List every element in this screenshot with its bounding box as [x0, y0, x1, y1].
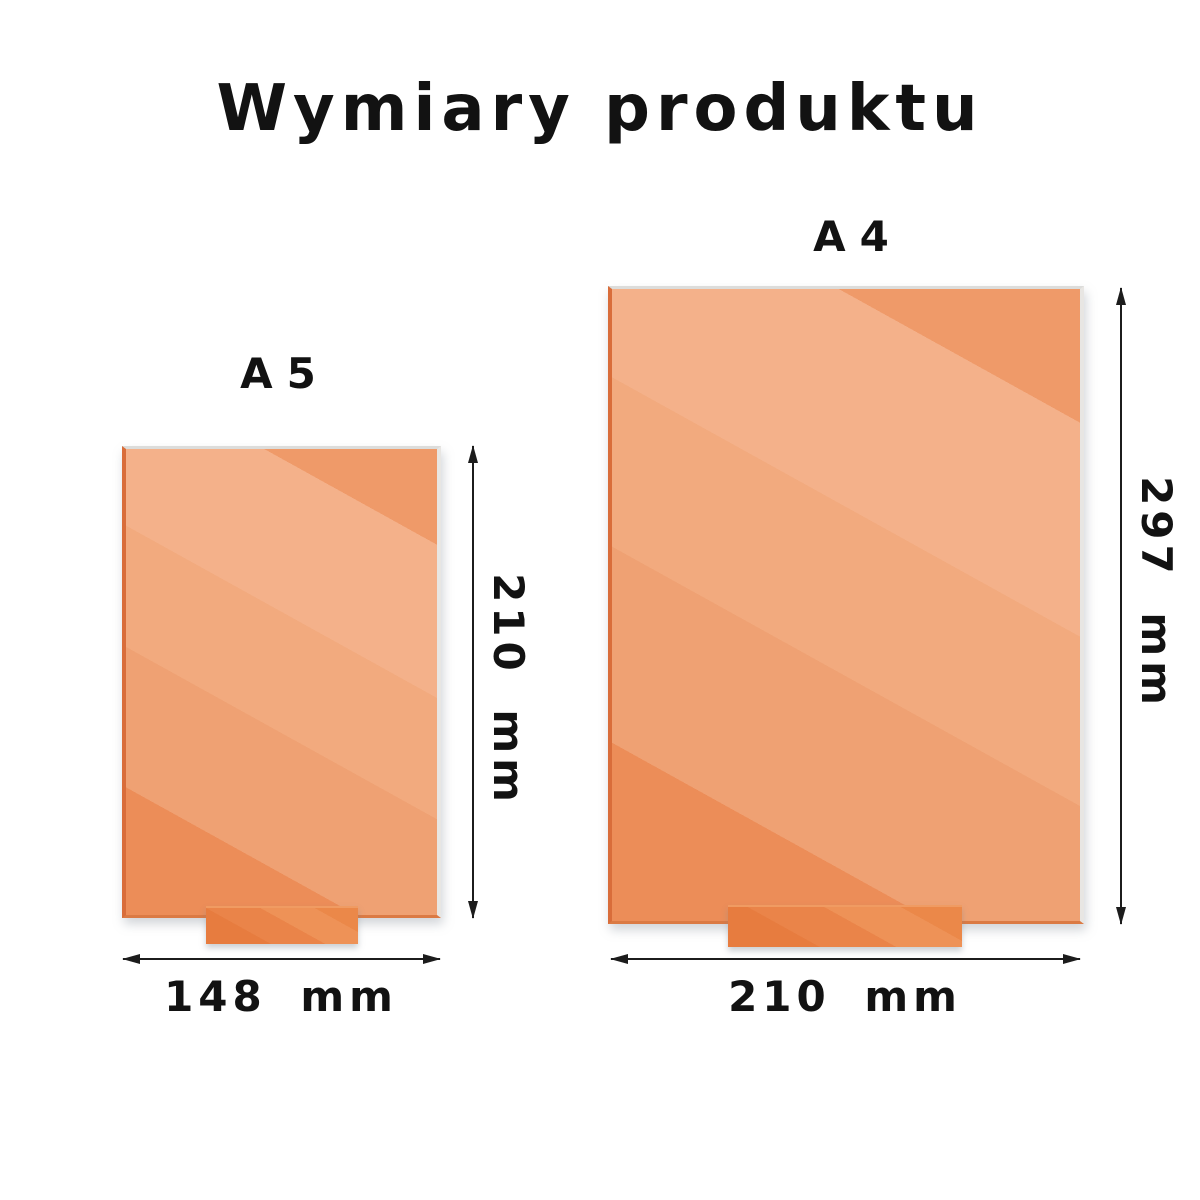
a4-height-dimension-arrow-icon	[1116, 287, 1126, 925]
a5-width-label: 148 mm	[164, 972, 398, 1021]
a5-width-dimension-arrow-icon	[122, 954, 441, 964]
a5-height-dimension-arrow-icon	[468, 445, 478, 919]
a4-height-label: 297 mm	[1132, 476, 1181, 710]
a5-panel-stand	[206, 906, 358, 944]
page-title: Wymiary produktu	[216, 72, 984, 146]
a5-height-label: 210 mm	[484, 573, 533, 807]
a4-width-dimension-arrow-icon	[610, 954, 1081, 964]
a5-size-label: A5	[240, 349, 330, 398]
a4-panel-stand	[728, 905, 962, 947]
a4-size-label: A4	[813, 212, 903, 261]
a5-panel	[122, 446, 441, 918]
a4-panel	[608, 286, 1084, 924]
a4-width-label: 210 mm	[728, 972, 962, 1021]
